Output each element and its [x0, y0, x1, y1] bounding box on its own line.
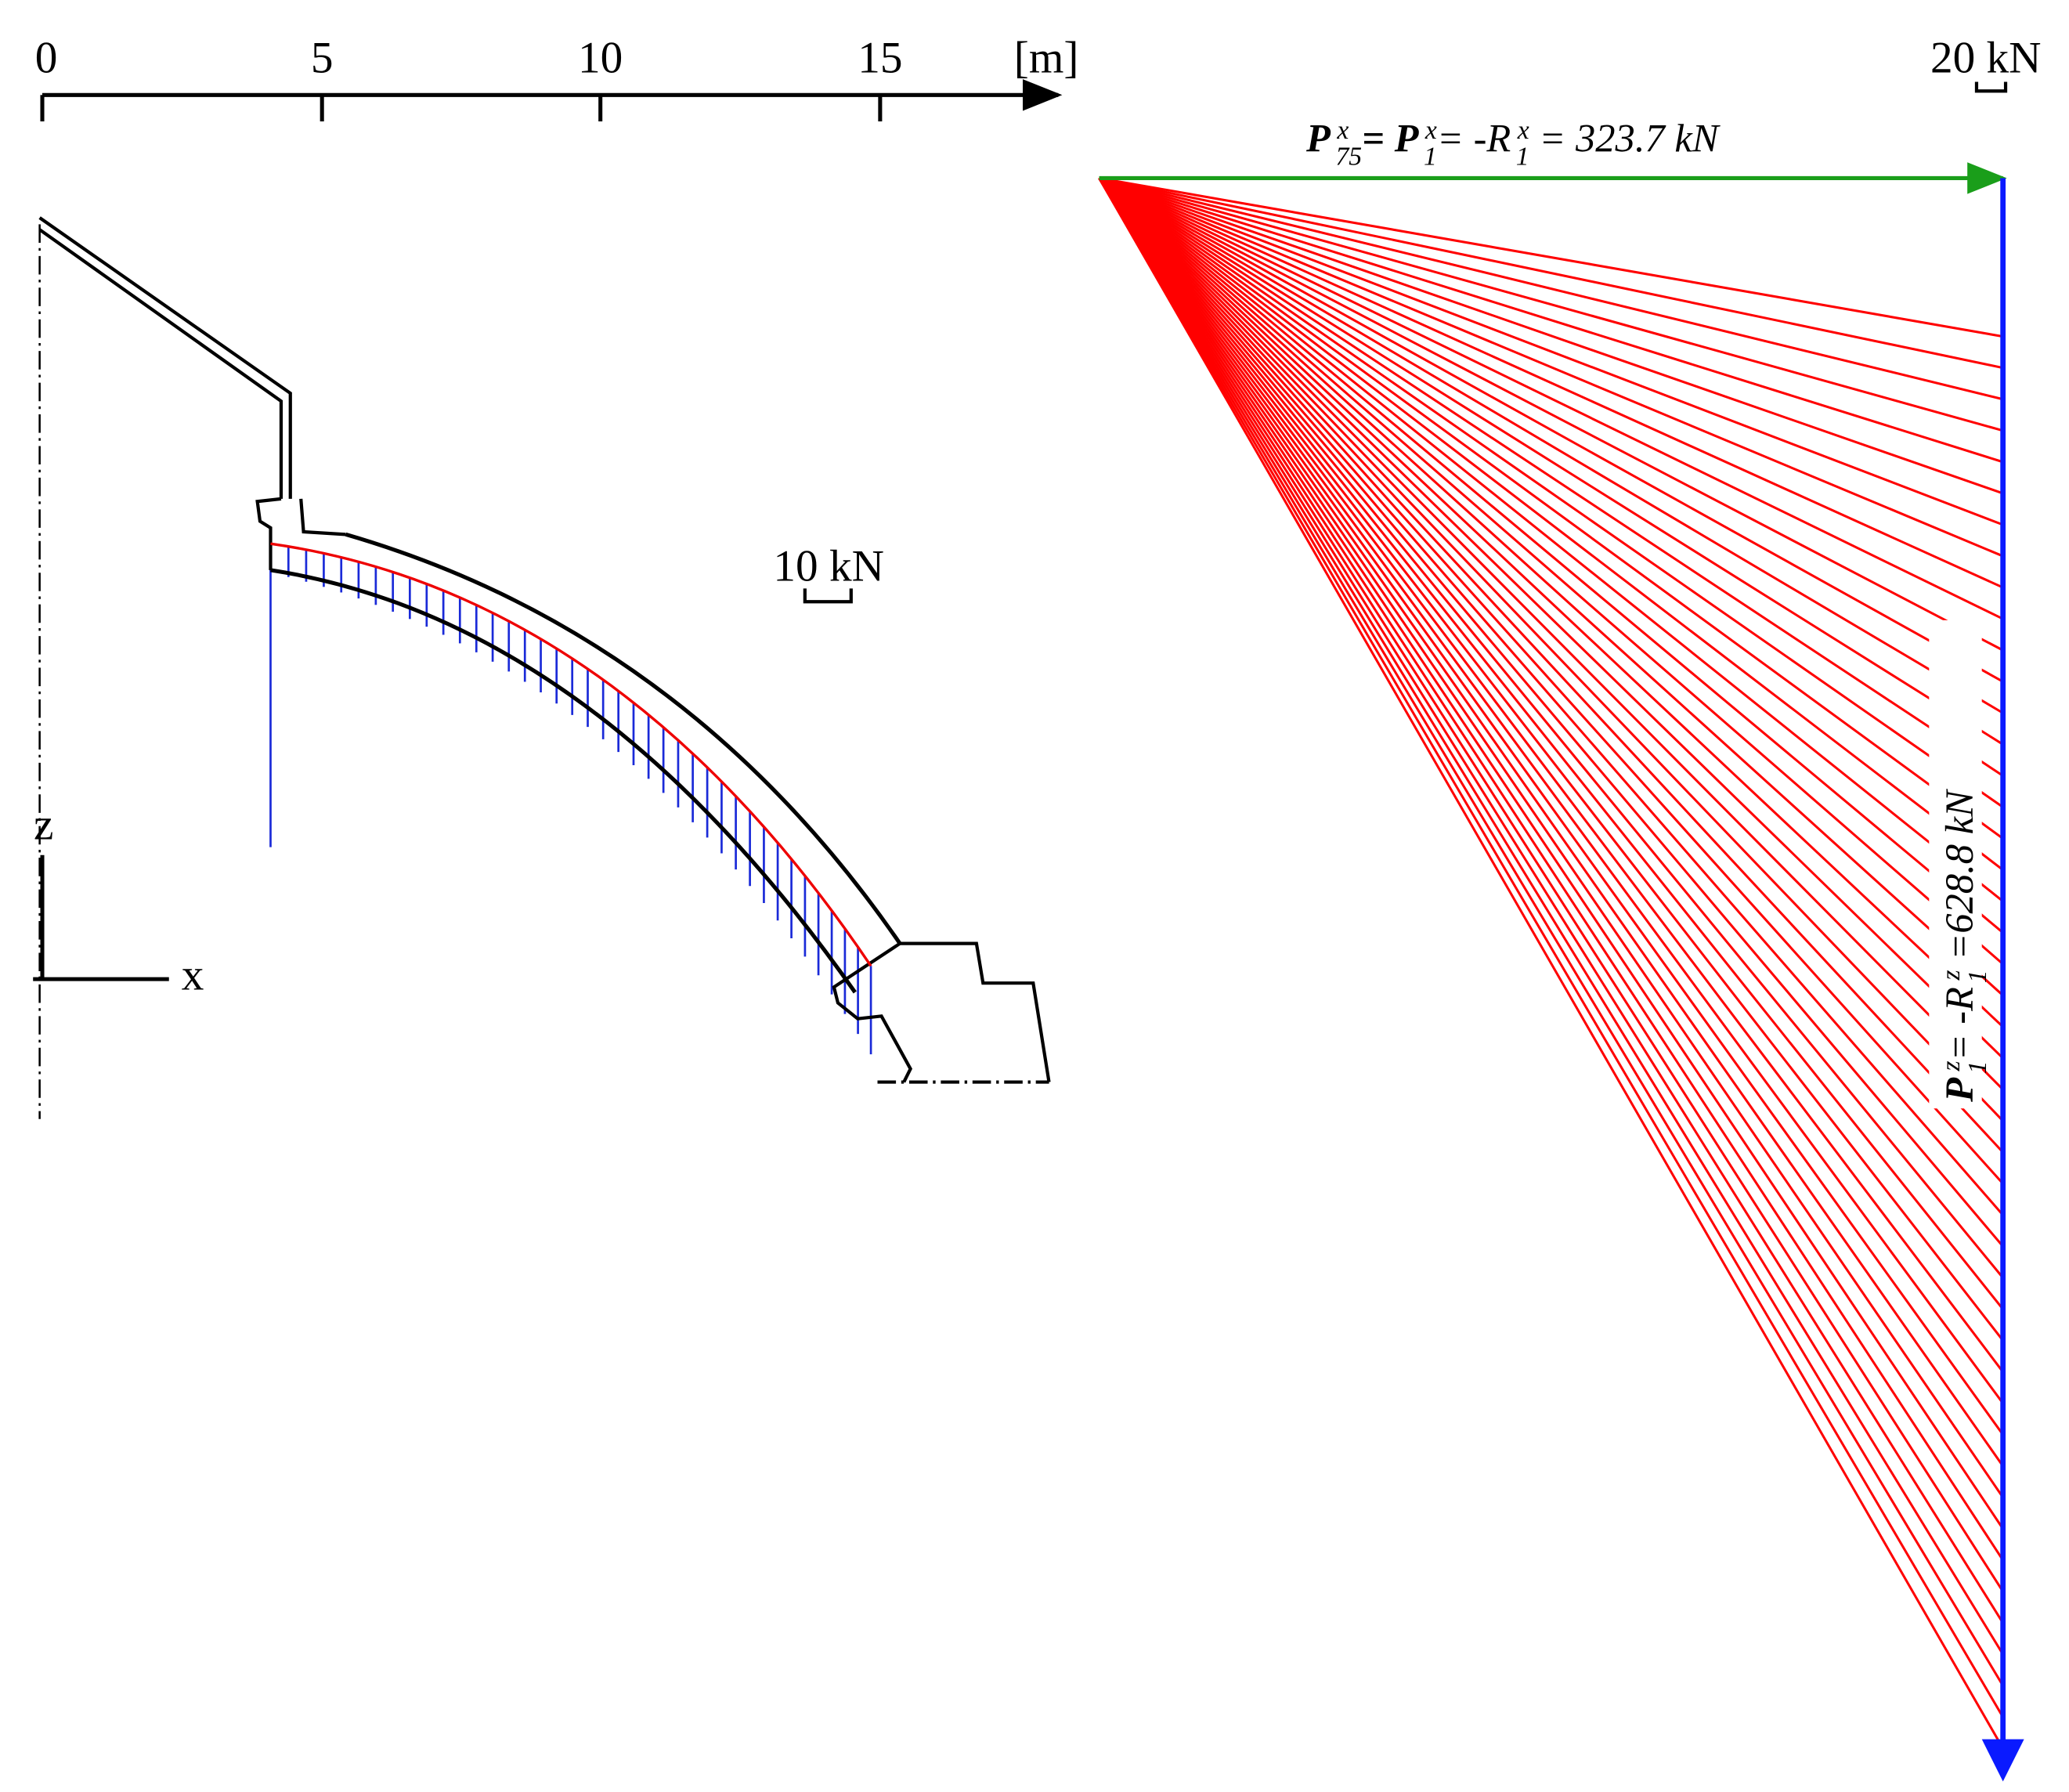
scale-label: 0 — [35, 34, 58, 83]
structure — [38, 216, 1051, 1119]
ray — [1098, 177, 2004, 1656]
abutment-base — [832, 941, 913, 1083]
text: =628.8 kN — [1937, 788, 1981, 970]
ray — [1098, 177, 2004, 1216]
ray — [1098, 177, 2004, 1091]
abutment — [900, 941, 1051, 1082]
sub: 75 — [1335, 143, 1362, 172]
ray — [1099, 176, 2003, 370]
ray — [1098, 177, 2004, 1310]
symbol: P — [1937, 1077, 1981, 1103]
sup: x — [1517, 116, 1529, 145]
ray — [1098, 177, 2004, 1373]
ray — [1098, 177, 2004, 1122]
coord-axes — [33, 854, 169, 981]
sub: 1 — [1516, 143, 1529, 172]
ray — [1098, 177, 2004, 1028]
ray — [1098, 177, 2004, 1624]
scale-label: 10 — [578, 34, 623, 83]
ray — [1098, 177, 2004, 997]
x-label: x — [182, 951, 204, 1000]
ray — [1098, 177, 2004, 1342]
ray — [1098, 177, 2004, 714]
ray — [1098, 177, 2004, 1750]
text: = — [1362, 117, 1394, 161]
force-scale-label: 10 kN — [773, 541, 884, 591]
ray — [1098, 177, 2004, 1687]
ray — [1098, 177, 2004, 1718]
scale-label: 15 — [858, 34, 902, 83]
impost — [255, 497, 346, 570]
ray — [1099, 177, 2004, 464]
ray — [1098, 177, 2004, 777]
ray — [1098, 177, 2004, 1592]
ray — [1099, 176, 2004, 432]
symbol: P — [1305, 117, 1331, 161]
ray — [1098, 177, 2004, 1279]
ray — [1098, 177, 2004, 558]
force-scale-bar — [803, 588, 853, 604]
z-label: z — [34, 800, 53, 850]
force-polygon-rays — [1098, 176, 2004, 1750]
ray — [1098, 177, 2004, 1248]
intrados — [270, 568, 857, 994]
ray — [1098, 177, 2004, 840]
roof — [38, 216, 292, 499]
ray — [1098, 177, 2004, 902]
sub: 1 — [1424, 143, 1437, 172]
sub: 1 — [1963, 970, 1992, 983]
ray — [1098, 177, 2004, 1530]
text: = -R — [1437, 117, 1511, 161]
force-scale-bar — [1974, 81, 2008, 93]
ray — [1098, 177, 2004, 1561]
symbol: P — [1394, 117, 1420, 161]
ray — [1098, 177, 2004, 1185]
ray — [1098, 177, 2004, 589]
sub: 1 — [1963, 1060, 1992, 1074]
thrust-line — [270, 542, 872, 967]
ray — [1099, 177, 2004, 526]
ray — [1098, 177, 2004, 1498]
ray — [1098, 177, 2004, 808]
ray — [1098, 177, 2004, 746]
length-scale — [40, 79, 1063, 122]
force-scale-label: 20 kN — [1930, 34, 2042, 83]
ray — [1098, 177, 2004, 871]
ray — [1098, 177, 2004, 1060]
vertical-force-label: Pz1= -Rz1 =628.8 kN — [1937, 788, 1992, 1103]
ray — [1098, 177, 2004, 1467]
ray — [1098, 177, 2004, 934]
sup: z — [1937, 1060, 1966, 1071]
ray — [1098, 177, 2004, 966]
scale-unit: [m] — [1014, 34, 1079, 83]
ray — [1098, 177, 2004, 1154]
text: = -R — [1937, 987, 1981, 1061]
ray — [1098, 177, 2004, 683]
ray — [1098, 177, 2004, 1436]
ray — [1098, 177, 2004, 620]
ray — [1099, 176, 2003, 338]
ray — [1099, 177, 2004, 495]
ray — [1098, 177, 2004, 652]
sup: x — [1424, 116, 1437, 145]
extrados — [345, 532, 902, 945]
text: = 323.7 kN — [1529, 117, 1721, 161]
sup: z — [1937, 970, 1966, 981]
label-backdrop — [1929, 620, 1982, 1109]
load-lines — [269, 544, 872, 1055]
ray — [1098, 177, 2004, 1404]
scale-label: 5 — [311, 34, 334, 83]
ray — [1099, 176, 2004, 401]
sup: x — [1336, 116, 1349, 145]
